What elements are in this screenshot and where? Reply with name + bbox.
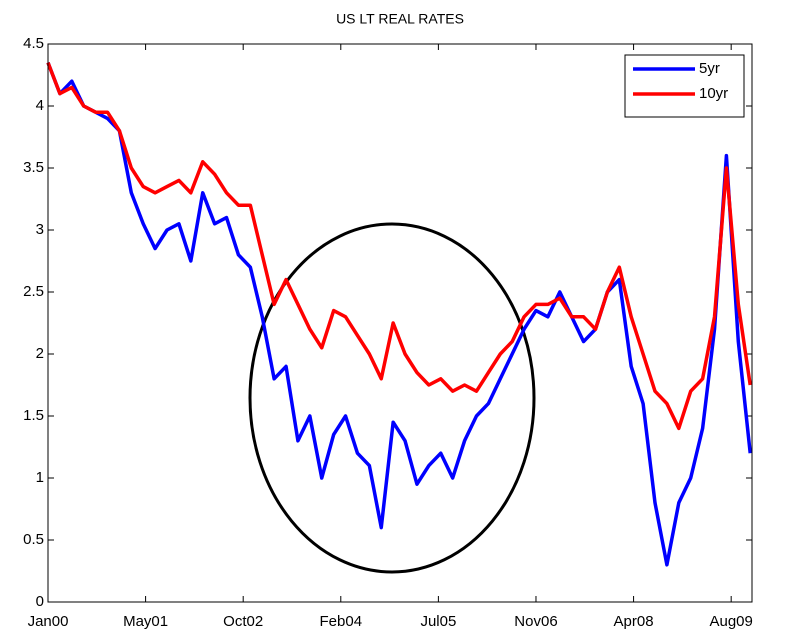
y-tick-label: 4 [36, 97, 44, 114]
y-tick-label: 3 [36, 221, 44, 238]
x-tick-label: Oct02 [223, 613, 263, 630]
y-tick-label: 0 [36, 593, 44, 610]
y-tick-label: 2.5 [23, 283, 44, 300]
y-tick-label: 0.5 [23, 531, 44, 548]
legend-box [624, 54, 745, 118]
legend-label: 10yr [699, 85, 728, 102]
highlight-ellipse [248, 222, 536, 574]
x-tick-label: Jul05 [420, 613, 456, 630]
plot-frame [47, 43, 753, 603]
line-series [46, 61, 752, 567]
x-tick-label: Feb04 [320, 613, 363, 630]
x-tick-label: May01 [123, 613, 168, 630]
line-series [46, 61, 752, 431]
x-tick-label: Jan00 [28, 613, 69, 630]
y-tick-label: 4.5 [23, 35, 44, 52]
plot-area [48, 44, 752, 602]
chart-title: US LT REAL RATES [336, 11, 464, 27]
y-tick-label: 1.5 [23, 407, 44, 424]
y-tick-label: 1 [36, 469, 44, 486]
x-tick-label: Nov06 [514, 613, 557, 630]
y-tick-label: 3.5 [23, 159, 44, 176]
x-tick-label: Aug09 [709, 613, 752, 630]
x-tick-label: Apr08 [614, 613, 654, 630]
legend-label: 5yr [699, 60, 720, 77]
y-tick-label: 2 [36, 345, 44, 362]
